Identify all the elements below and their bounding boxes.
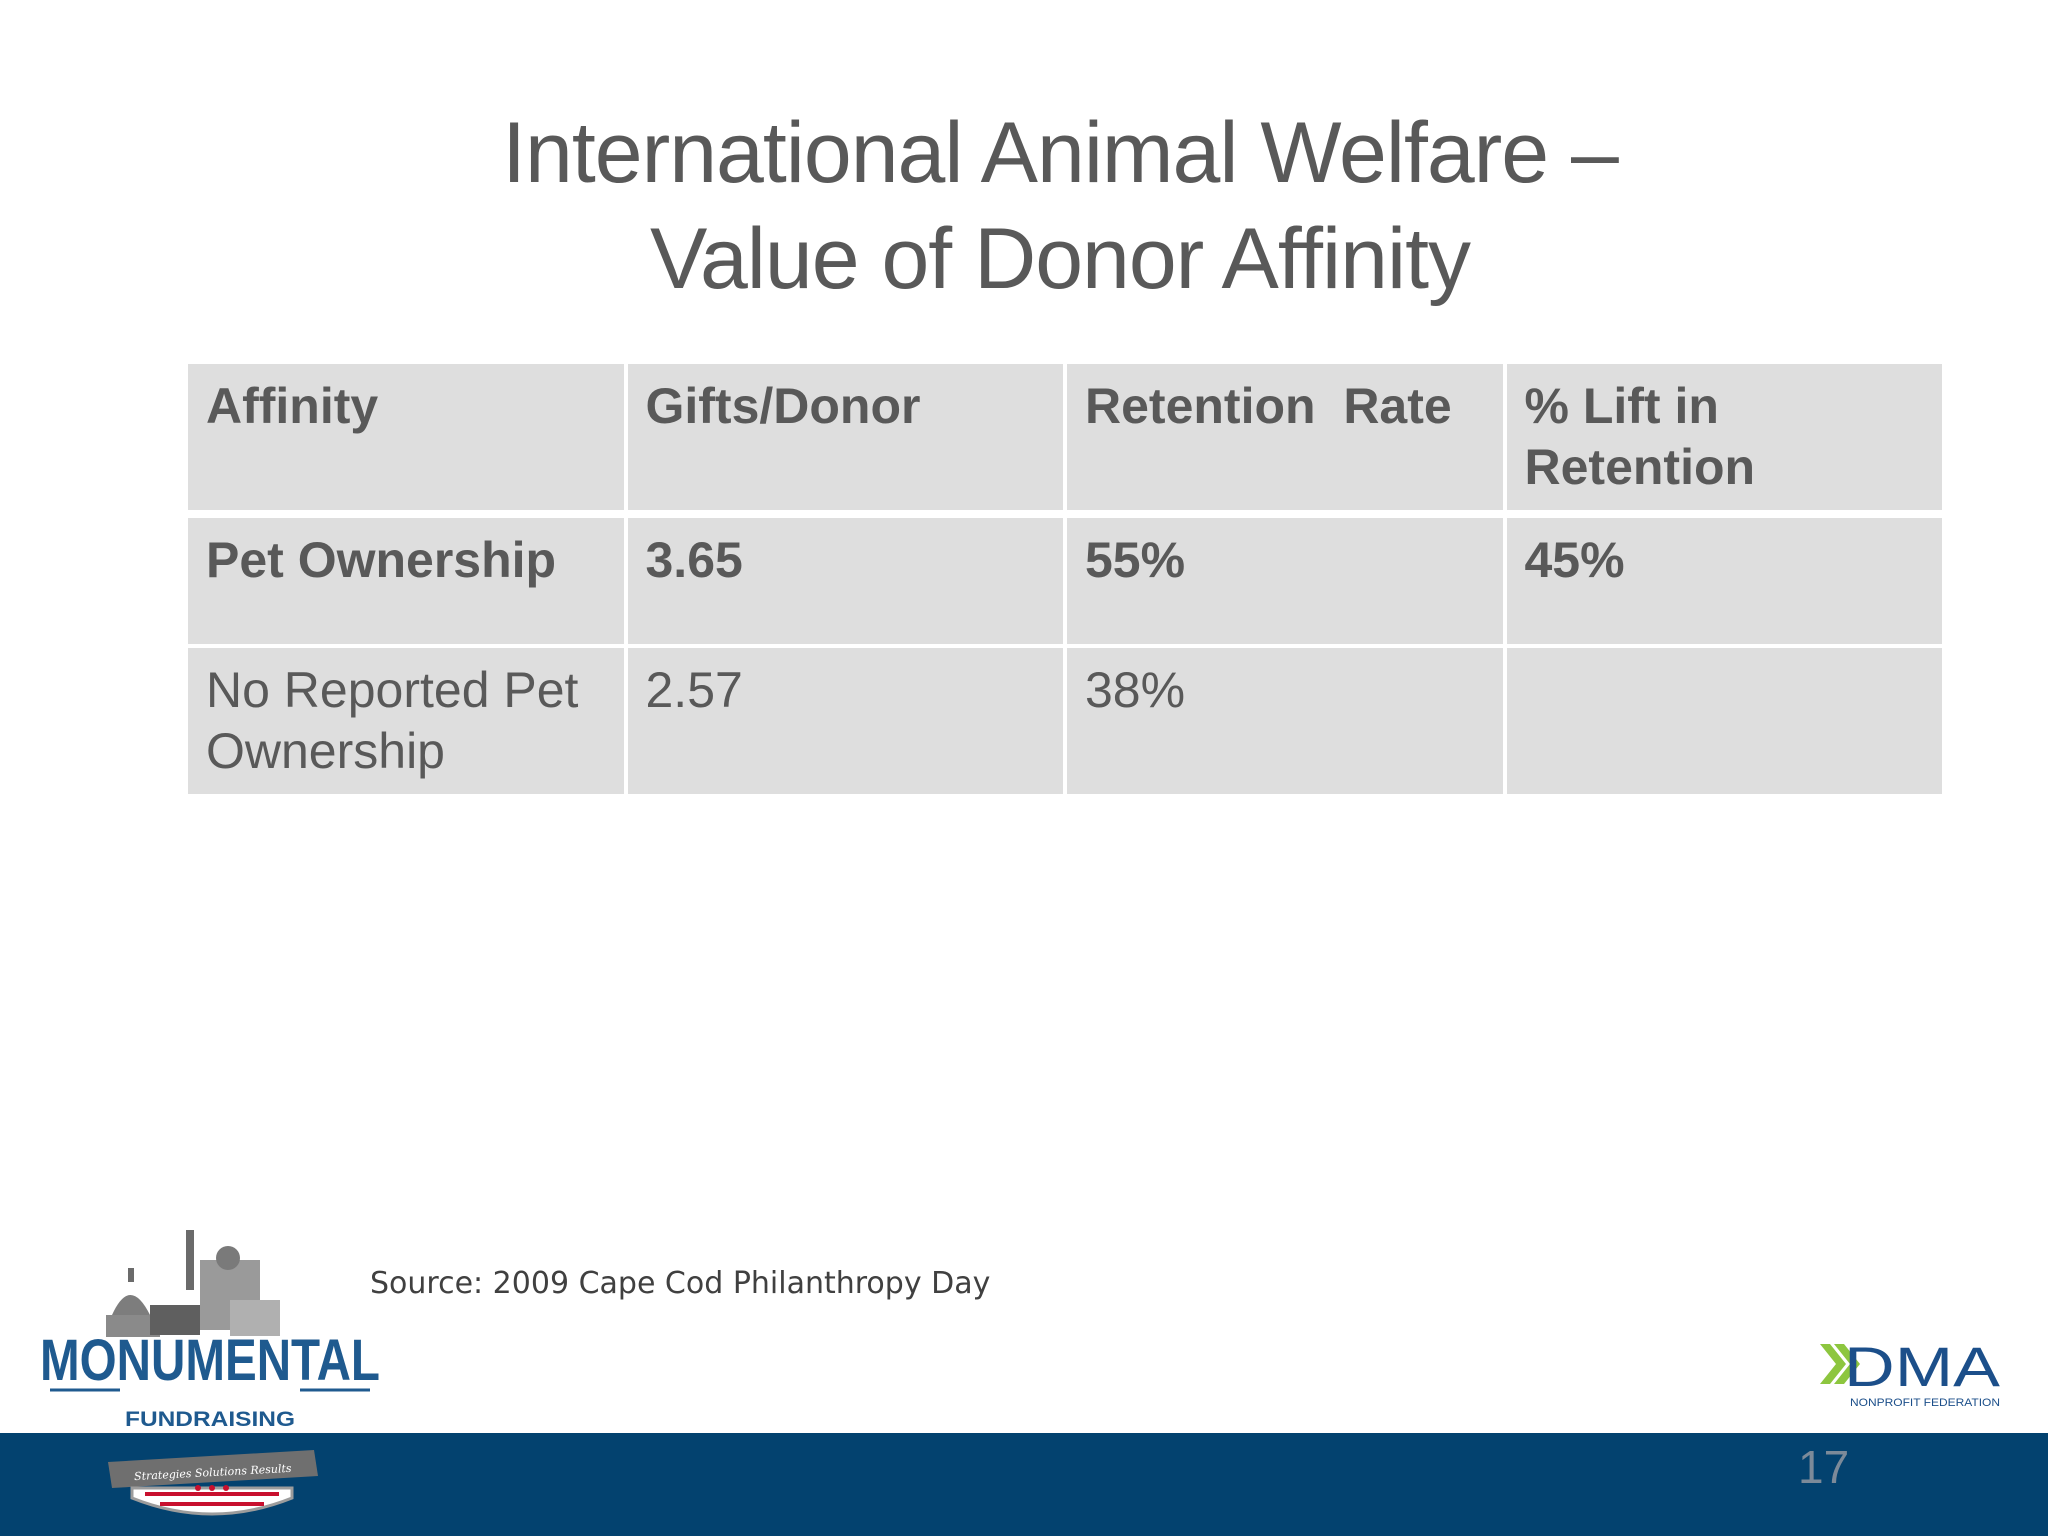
source-note: Source: 2009 Cape Cod Philanthropy Day <box>370 1266 991 1301</box>
cell-lift-in-retention <box>1502 644 1946 798</box>
monumental-fundraising-logo: MONUMENTAL FUNDRAISING Strategies Soluti… <box>40 1230 380 1516</box>
table-row: No Reported Pet Ownership 2.57 38% <box>184 644 1946 798</box>
affinity-table: Affinity Gifts/Donor Retention Rate % Li… <box>184 360 1946 798</box>
slide-title: International Animal Welfare – Value of … <box>330 100 1790 312</box>
header-lift-in-retention: % Lift in Retention <box>1502 360 1946 516</box>
header-retention-rate: Retention Rate <box>1063 360 1507 516</box>
dma-subtitle: NONPROFIT FEDERATION <box>1850 1397 2000 1409</box>
cell-retention-rate: 38% <box>1063 644 1507 798</box>
dma-wordmark: DMA <box>1844 1336 2001 1398</box>
header-affinity: Affinity <box>184 360 628 516</box>
cell-gifts-per-donor: 2.57 <box>623 644 1067 798</box>
cell-retention-rate: 55% <box>1063 510 1507 648</box>
fundraising-wordmark: FUNDRAISING <box>125 1408 295 1431</box>
slide-title-line-2: Value of Donor Affinity <box>650 211 1471 307</box>
dma-nonprofit-federation-logo: DMA NONPROFIT FEDERATION <box>1820 1336 2001 1409</box>
cell-affinity: Pet Ownership <box>184 510 628 648</box>
slide-title-line-1: International Animal Welfare – <box>502 105 1619 201</box>
cell-affinity: No Reported Pet Ownership <box>184 644 628 798</box>
header-gifts-per-donor: Gifts/Donor <box>623 360 1067 516</box>
cell-lift-in-retention: 45% <box>1502 510 1946 648</box>
table-header-row: Affinity Gifts/Donor Retention Rate % Li… <box>184 360 1946 516</box>
dma-chevron-icon <box>1820 1344 1860 1384</box>
footer-bar <box>0 1433 2048 1536</box>
monumental-wordmark: MONUMENTAL <box>40 1328 380 1393</box>
page-number: 17 <box>1798 1441 1850 1493</box>
cell-gifts-per-donor: 3.65 <box>623 510 1067 648</box>
table-row: Pet Ownership 3.65 55% 45% <box>184 510 1946 648</box>
